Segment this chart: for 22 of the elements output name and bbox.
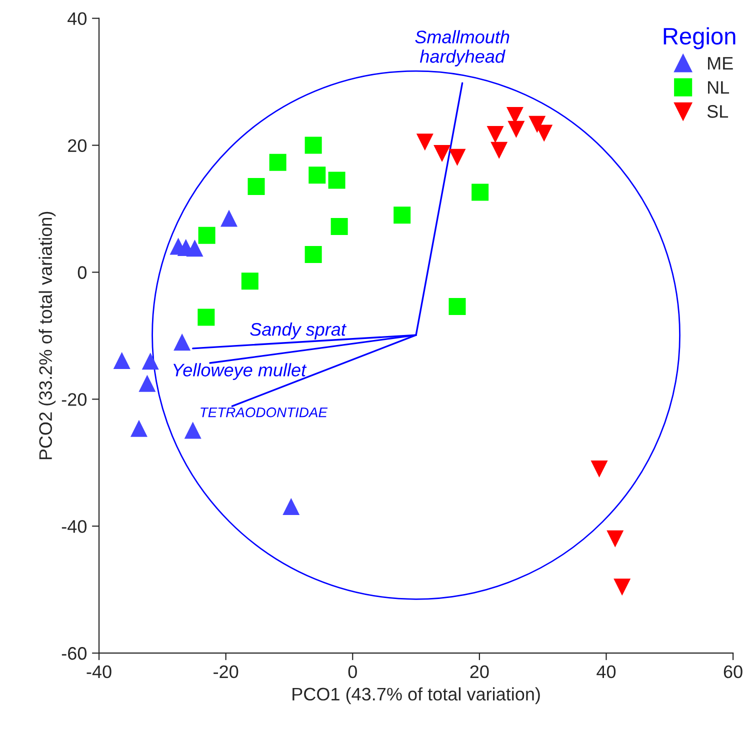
x-tick-label: 0 [348, 665, 357, 678]
y-axis-title: PCO2 (33.2% of total variation) [38, 212, 56, 460]
y-tick-label: -20 [62, 393, 87, 406]
y-tick-label: -60 [62, 647, 87, 660]
y-tick-label: -40 [62, 520, 87, 533]
series-label: TETRAODONTIDAE [200, 407, 328, 418]
x-axis-title: PCO1 (43.7% of total variation) [292, 687, 540, 704]
y-tick-label: 40 [68, 12, 87, 26]
y-tick-label: 0 [78, 266, 87, 279]
legend-label: NL [708, 81, 730, 94]
x-tick-label: 20 [470, 665, 489, 678]
series-label: Smallmouth hardyhead [415, 30, 510, 66]
x-tick-label: -20 [214, 665, 238, 678]
y-tick-label: 20 [68, 139, 87, 152]
legend-label: SL [707, 105, 728, 118]
x-tick-label: 40 [596, 665, 616, 678]
legend-title: Region [664, 27, 736, 50]
x-tick-label: 60 [724, 665, 742, 678]
x-tick-label: -40 [86, 665, 112, 678]
series-label: Yelloweye mullet [173, 363, 307, 380]
series-label: Sandy sprat [250, 322, 347, 340]
legend-label: ME [708, 57, 733, 70]
